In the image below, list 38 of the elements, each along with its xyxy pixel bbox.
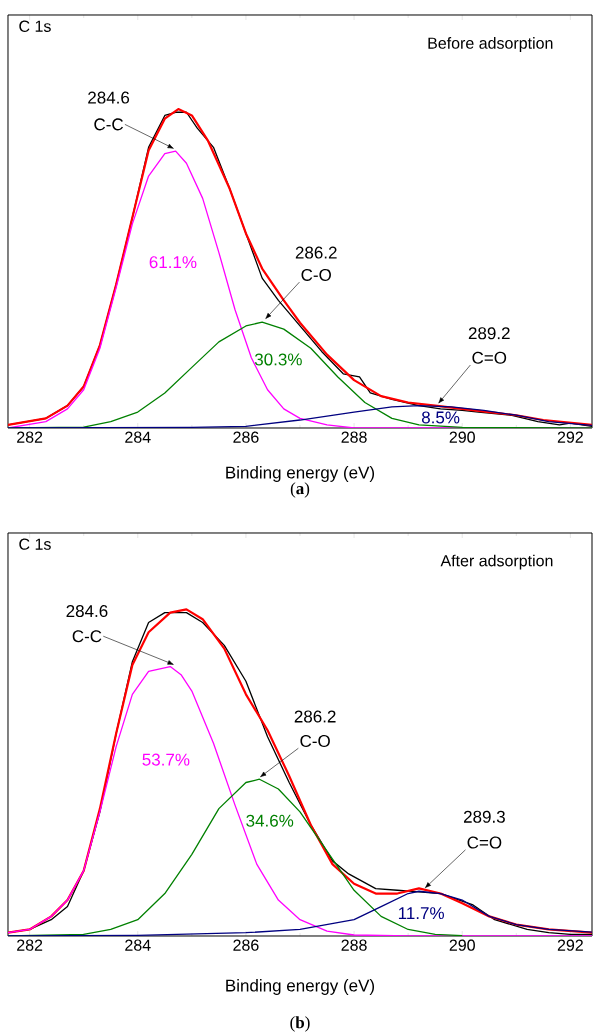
x-tick-label: 290 <box>449 431 475 443</box>
x-axis-title: Binding energy (eV) <box>226 979 375 995</box>
chart-title: C 1s <box>19 20 51 32</box>
chart-subtitle: Before adsorption <box>428 37 553 53</box>
annotation: C-O <box>300 735 330 748</box>
chart-title: C 1s <box>19 538 51 550</box>
annotation: 34.6% <box>246 814 294 827</box>
annotation: C-O <box>301 268 331 281</box>
x-tick-label: 292 <box>557 939 583 951</box>
annotation: 289.2 <box>468 327 510 340</box>
annotation: C=O <box>467 836 502 849</box>
x-tick-label: 284 <box>125 939 151 951</box>
x-tick-label: 288 <box>341 431 367 443</box>
x-tick-label: 286 <box>233 939 259 951</box>
annotation: 53.7% <box>142 753 190 766</box>
text: (a) <box>290 482 310 498</box>
x-tick-label: 282 <box>17 939 43 951</box>
annotation: C=O <box>472 351 507 364</box>
annotation: 284.6 <box>66 605 108 618</box>
annotation: C-C <box>72 630 102 643</box>
x-tick-label: 292 <box>557 431 583 443</box>
x-tick-label: 290 <box>449 939 475 951</box>
annotation: 286.2 <box>295 246 337 259</box>
annotation: 61.1% <box>149 256 197 269</box>
annotation: 286.2 <box>294 710 336 723</box>
chart-subtitle: After adsorption <box>440 554 553 570</box>
text: 284.6 <box>88 91 130 104</box>
x-tick-label: 284 <box>125 431 151 443</box>
annotation: 30.3% <box>254 353 302 366</box>
x-tick-label: 286 <box>233 431 259 443</box>
text: (b) <box>290 1016 310 1032</box>
x-axis-title: Binding energy (eV) <box>226 466 375 482</box>
x-tick-label: 282 <box>17 431 43 443</box>
annotation: 11.7% <box>398 907 444 920</box>
x-tick-label: 288 <box>341 939 367 951</box>
annotation: 8.5% <box>421 411 460 424</box>
annotation: 289.3 <box>463 810 505 823</box>
annotation: C-C <box>94 118 124 131</box>
